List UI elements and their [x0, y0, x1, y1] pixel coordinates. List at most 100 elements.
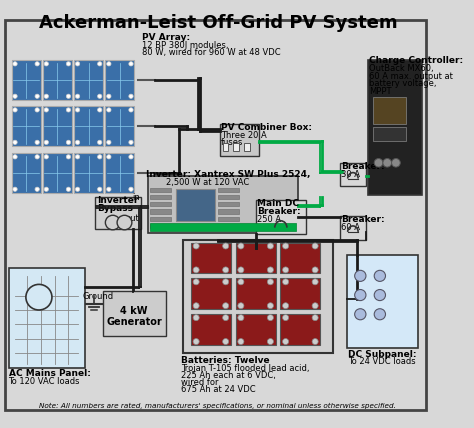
Circle shape [267, 303, 273, 309]
Circle shape [44, 140, 48, 145]
Circle shape [13, 140, 17, 145]
FancyBboxPatch shape [95, 197, 141, 229]
Circle shape [66, 140, 71, 145]
Circle shape [44, 155, 48, 159]
Text: 12 BP 380J modules,: 12 BP 380J modules, [142, 41, 228, 50]
FancyBboxPatch shape [148, 175, 298, 233]
FancyBboxPatch shape [191, 279, 231, 309]
Circle shape [35, 155, 39, 159]
FancyBboxPatch shape [150, 187, 171, 192]
Text: Note: All numbers are rated, manufacturers' specifications, or nominal unless ot: Note: All numbers are rated, manufacture… [39, 402, 396, 409]
Circle shape [312, 267, 318, 273]
FancyBboxPatch shape [218, 202, 239, 206]
Circle shape [223, 339, 229, 345]
Circle shape [283, 279, 289, 285]
FancyBboxPatch shape [281, 243, 320, 273]
Circle shape [98, 140, 102, 145]
Circle shape [35, 94, 39, 98]
FancyBboxPatch shape [236, 243, 275, 273]
Text: Inverter: Xantrex SW Plus 2524,: Inverter: Xantrex SW Plus 2524, [146, 170, 310, 179]
Text: To 120 VAC loads: To 120 VAC loads [9, 377, 80, 386]
Circle shape [107, 187, 111, 191]
Text: Charge Controller:: Charge Controller: [369, 56, 463, 65]
FancyBboxPatch shape [256, 200, 306, 235]
FancyBboxPatch shape [43, 107, 72, 146]
Circle shape [238, 279, 244, 285]
Circle shape [238, 243, 244, 249]
Circle shape [374, 289, 385, 300]
Circle shape [374, 158, 383, 167]
Circle shape [129, 94, 133, 98]
FancyBboxPatch shape [11, 153, 41, 193]
FancyBboxPatch shape [105, 107, 135, 146]
Circle shape [44, 94, 48, 98]
Text: Trojan T-105 flooded lead acid,: Trojan T-105 flooded lead acid, [181, 364, 310, 373]
FancyBboxPatch shape [150, 224, 171, 228]
Text: in: in [132, 193, 140, 202]
Circle shape [44, 108, 48, 112]
FancyBboxPatch shape [218, 217, 239, 221]
Circle shape [98, 155, 102, 159]
Text: fuses: fuses [221, 138, 244, 147]
Circle shape [129, 140, 133, 145]
Circle shape [129, 108, 133, 112]
Text: 60 A: 60 A [341, 223, 360, 232]
FancyBboxPatch shape [150, 223, 296, 232]
Circle shape [66, 94, 71, 98]
FancyBboxPatch shape [9, 268, 84, 369]
Circle shape [374, 270, 385, 281]
FancyBboxPatch shape [74, 107, 103, 146]
Circle shape [129, 187, 133, 191]
FancyBboxPatch shape [150, 202, 171, 206]
Text: wired for: wired for [181, 378, 219, 387]
Text: Breaker:: Breaker: [257, 207, 301, 216]
Text: Ackerman-Leist Off-Grid PV System: Ackerman-Leist Off-Grid PV System [38, 15, 397, 33]
Circle shape [267, 243, 273, 249]
Circle shape [35, 108, 39, 112]
Circle shape [44, 62, 48, 66]
Circle shape [13, 94, 17, 98]
Circle shape [267, 279, 273, 285]
Circle shape [75, 62, 80, 66]
Circle shape [35, 62, 39, 66]
Text: DC Subpanel:: DC Subpanel: [348, 350, 417, 359]
Circle shape [129, 155, 133, 159]
Text: Ground: Ground [82, 291, 113, 300]
Circle shape [66, 187, 71, 191]
Circle shape [105, 215, 120, 230]
FancyBboxPatch shape [340, 216, 365, 240]
Circle shape [392, 158, 400, 167]
Text: MPPT: MPPT [369, 87, 392, 96]
FancyBboxPatch shape [43, 60, 72, 100]
Text: battery voltage,: battery voltage, [369, 79, 437, 88]
FancyBboxPatch shape [74, 60, 103, 100]
FancyBboxPatch shape [105, 60, 135, 100]
Text: Xantrex: Xantrex [172, 225, 200, 231]
Circle shape [66, 108, 71, 112]
Text: Breaker:: Breaker: [341, 215, 385, 224]
FancyBboxPatch shape [150, 209, 171, 214]
Text: PV Array:: PV Array: [142, 33, 190, 42]
Circle shape [75, 155, 80, 159]
Text: Inverter: Inverter [98, 196, 139, 205]
Circle shape [117, 215, 132, 230]
FancyBboxPatch shape [11, 60, 41, 100]
FancyBboxPatch shape [11, 107, 41, 146]
FancyBboxPatch shape [281, 314, 320, 345]
Circle shape [193, 339, 199, 345]
Circle shape [283, 303, 289, 309]
Circle shape [129, 62, 133, 66]
Text: out: out [126, 214, 140, 223]
FancyBboxPatch shape [218, 209, 239, 214]
FancyBboxPatch shape [223, 143, 228, 151]
Circle shape [98, 187, 102, 191]
Circle shape [223, 279, 229, 285]
FancyBboxPatch shape [220, 125, 259, 156]
Circle shape [355, 270, 366, 281]
FancyBboxPatch shape [103, 291, 166, 336]
Circle shape [26, 284, 52, 310]
Circle shape [75, 108, 80, 112]
FancyBboxPatch shape [347, 256, 418, 348]
Circle shape [374, 309, 385, 320]
Text: 225 Ah each at 6 VDC,: 225 Ah each at 6 VDC, [181, 371, 276, 380]
